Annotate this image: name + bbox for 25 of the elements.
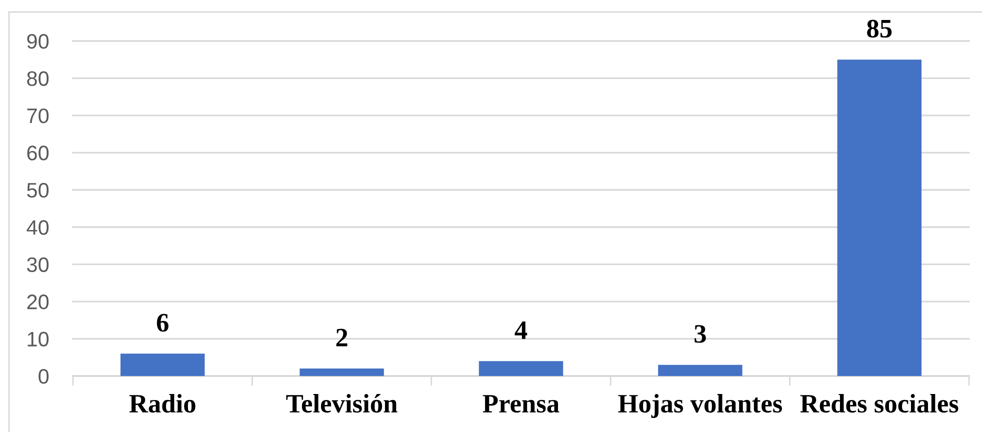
y-tick-label: 90 [27, 34, 49, 49]
bar [120, 354, 205, 376]
bar [300, 368, 384, 376]
y-tick-label: 60 [27, 146, 49, 160]
bar [478, 361, 564, 376]
x-tick-label: Redes sociales [800, 394, 958, 413]
y-tick-label: 20 [27, 294, 49, 310]
y-tick-label: 70 [27, 108, 49, 124]
x-tick-label: Hojas volantes [618, 394, 782, 418]
y-tick-label: 10 [28, 332, 49, 347]
bar [658, 364, 742, 376]
data-label: 4 [514, 321, 528, 339]
y-tick-label: 50 [27, 182, 49, 198]
y-tick-label: 30 [27, 257, 49, 272]
y-tick-label: 0 [38, 369, 49, 384]
bar [837, 60, 922, 376]
x-tick-label: Radio [129, 394, 196, 413]
data-label: 3 [694, 325, 706, 343]
x-tick-label: Prensa [482, 395, 560, 413]
data-label: 6 [156, 314, 168, 332]
data-label: 2 [336, 328, 348, 346]
data-label: 85 [867, 20, 892, 38]
y-tick-label: 80 [27, 71, 49, 86]
x-tick-label: Televisión [286, 394, 398, 413]
y-tick-label: 40 [26, 220, 49, 235]
